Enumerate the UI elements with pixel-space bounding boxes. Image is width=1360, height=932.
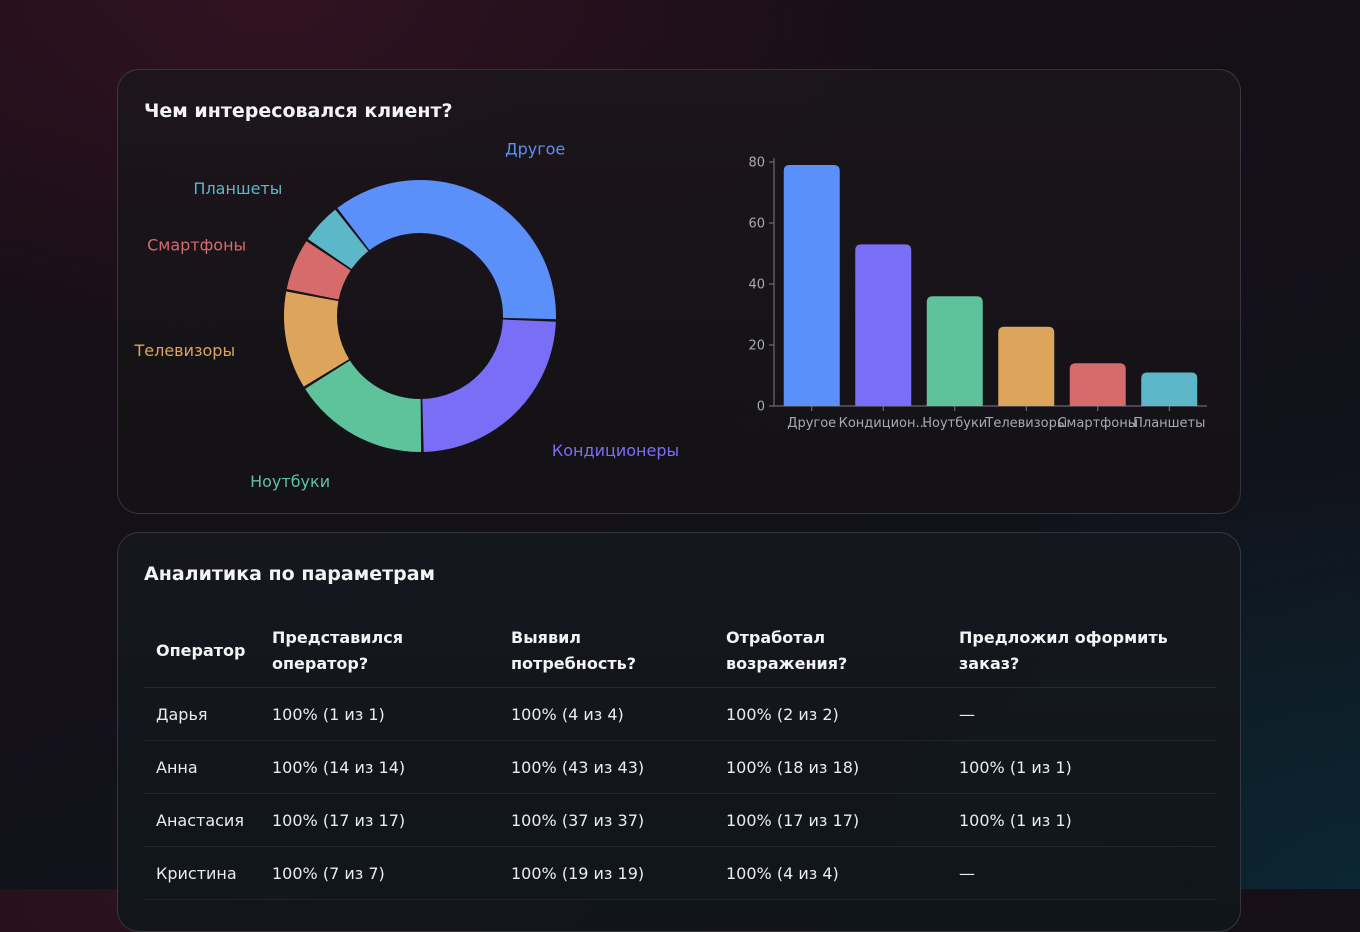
y-tick-label-80: 80 bbox=[748, 156, 765, 171]
interest-card-title: Чем интересовался клиент? bbox=[144, 100, 453, 122]
table-cell: — bbox=[947, 687, 1216, 741]
table-cell: 100% (2 из 2) bbox=[714, 687, 947, 741]
analytics-card: Аналитика по параметрам Оператор Предста… bbox=[117, 532, 1241, 932]
table-header-row: Оператор Представился оператор? Выявил п… bbox=[144, 615, 1216, 688]
column-header-order[interactable]: Предложил оформить заказ? bbox=[947, 615, 1216, 688]
donut-slice-6[interactable] bbox=[307, 209, 369, 270]
x-tick-label-2: Кондицион... bbox=[839, 416, 928, 431]
table-row: Анна 100% (14 из 14) 100% (43 из 43) 100… bbox=[144, 740, 1216, 794]
operator-name: Анастасия bbox=[144, 793, 260, 847]
table-cell: 100% (4 из 4) bbox=[499, 687, 714, 741]
x-tick-label-5: Смартфоны bbox=[1057, 416, 1138, 431]
operator-name: Дарья bbox=[144, 687, 260, 741]
table-cell: 100% (1 из 1) bbox=[947, 793, 1216, 847]
table-row: Дарья 100% (1 из 1) 100% (4 из 4) 100% (… bbox=[144, 687, 1216, 741]
table-cell: 100% (1 из 1) bbox=[947, 740, 1216, 794]
donut-slice-5[interactable] bbox=[286, 241, 351, 300]
x-tick-label-4: Телевизоры bbox=[984, 416, 1067, 431]
y-tick-label-40: 40 bbox=[748, 278, 765, 293]
donut-slice-2[interactable] bbox=[422, 319, 556, 452]
bar-3[interactable] bbox=[926, 296, 983, 406]
table-cell: 100% (14 из 14) bbox=[260, 740, 499, 794]
x-tick-label-1: Другое bbox=[787, 416, 836, 431]
table-cell: 100% (43 из 43) bbox=[499, 740, 714, 794]
donut-chart: Другое Кондиционеры Ноутбуки Телевизоры Смар… bbox=[133, 139, 679, 491]
column-header-need[interactable]: Выявил потребность? bbox=[499, 615, 714, 688]
table-cell: 100% (37 из 37) bbox=[499, 793, 714, 847]
table-cell: 100% (1 из 1) bbox=[260, 687, 499, 741]
column-header-objections[interactable]: Отработал возражения? bbox=[714, 615, 947, 688]
table-cell: 100% (19 из 19) bbox=[499, 846, 714, 900]
donut-slice-3[interactable] bbox=[305, 360, 422, 452]
y-tick-label-60: 60 bbox=[748, 217, 765, 232]
donut-label-5: Смартфоны bbox=[147, 235, 246, 254]
interest-card: Чем интересовался клиент? Другое Кондицио… bbox=[117, 69, 1241, 514]
column-header-introduced[interactable]: Представился оператор? bbox=[260, 615, 499, 688]
table-row: Кристина 100% (7 из 7) 100% (19 из 19) 1… bbox=[144, 846, 1216, 900]
analytics-table: Оператор Представился оператор? Выявил п… bbox=[144, 615, 1216, 900]
operator-name: Кристина bbox=[144, 846, 260, 900]
x-tick-label-6: Планшеты bbox=[1133, 416, 1205, 431]
donut-label-6: Планшеты bbox=[193, 179, 282, 198]
table-cell: 100% (17 из 17) bbox=[714, 793, 947, 847]
donut-label-2: Кондиционеры bbox=[552, 441, 679, 460]
y-tick-label-0: 0 bbox=[757, 400, 765, 415]
donut-slice-1[interactable] bbox=[337, 180, 556, 320]
analytics-card-title: Аналитика по параметрам bbox=[144, 563, 436, 585]
table-cell: 100% (4 из 4) bbox=[714, 846, 947, 900]
bar-1[interactable] bbox=[783, 165, 840, 406]
bar-5[interactable] bbox=[1069, 363, 1126, 406]
table-row: Анастасия 100% (17 из 17) 100% (37 из 37… bbox=[144, 793, 1216, 847]
y-tick-label-20: 20 bbox=[748, 339, 765, 354]
bar-chart: 0 20 40 60 80 Другое Кондицион...НоутбукиТелев… bbox=[748, 156, 1207, 431]
table-cell: 100% (18 из 18) bbox=[714, 740, 947, 794]
x-tick-label-3: Ноутбуки bbox=[922, 416, 987, 431]
donut-label-3: Ноутбуки bbox=[250, 472, 330, 491]
donut-label-4: Телевизоры bbox=[133, 341, 235, 360]
table-cell: 100% (17 из 17) bbox=[260, 793, 499, 847]
column-header-operator[interactable]: Оператор bbox=[144, 615, 260, 688]
bar-4[interactable] bbox=[998, 326, 1055, 406]
table-cell: — bbox=[947, 846, 1216, 900]
bar-2[interactable] bbox=[855, 244, 912, 406]
donut-label-1: Другое bbox=[505, 139, 565, 158]
operator-name: Анна bbox=[144, 740, 260, 794]
donut-slice-4[interactable] bbox=[284, 291, 350, 387]
table-cell: 100% (7 из 7) bbox=[260, 846, 499, 900]
bar-6[interactable] bbox=[1141, 372, 1198, 406]
